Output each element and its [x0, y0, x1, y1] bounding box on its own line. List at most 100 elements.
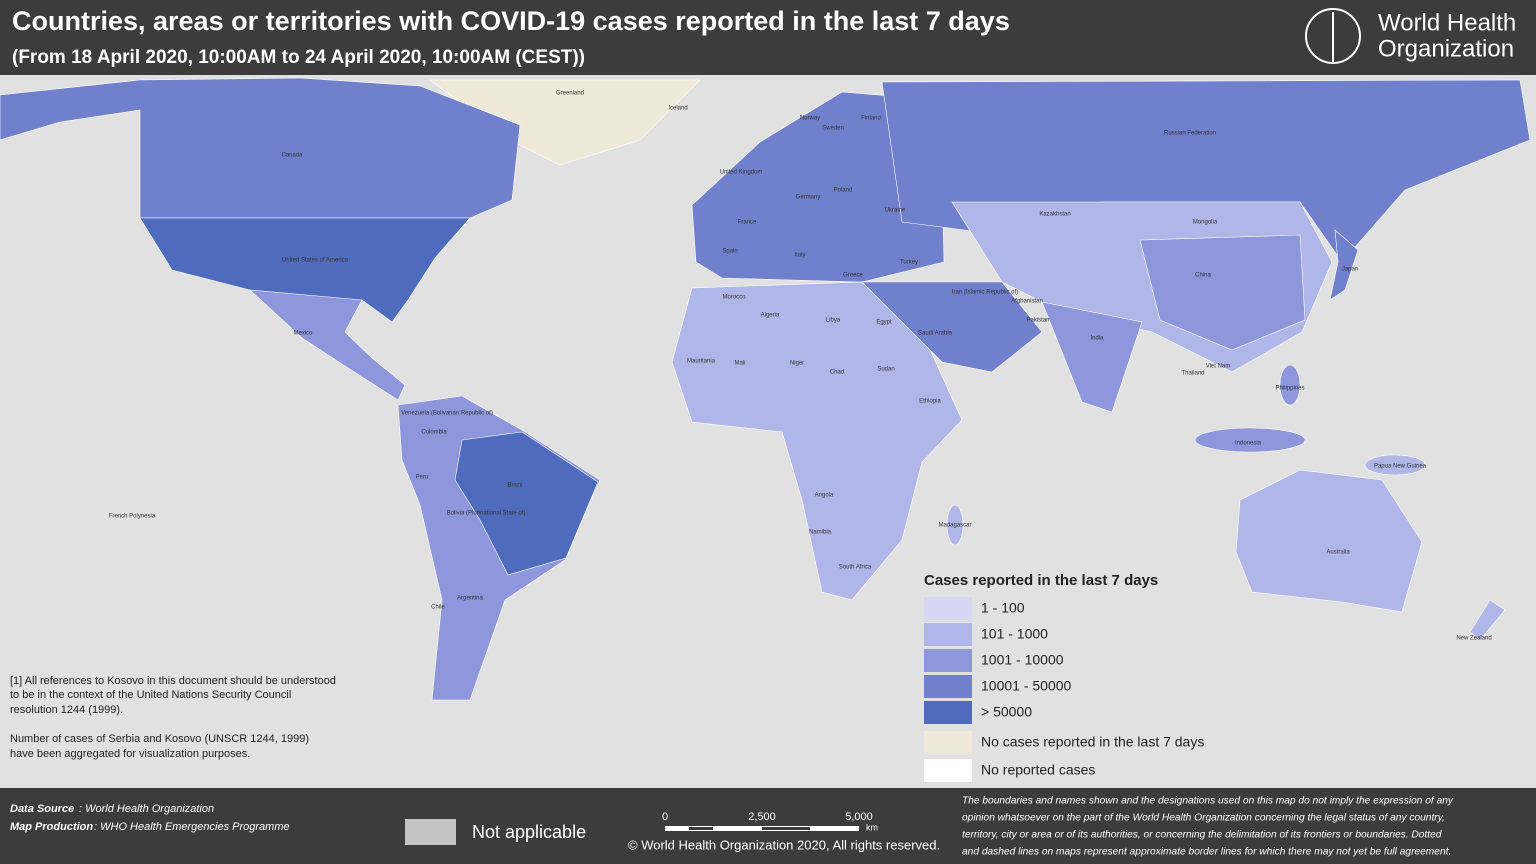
- scale-label: 0: [662, 811, 668, 823]
- note-line: to be in the context of the United Natio…: [10, 689, 291, 701]
- scale-bar-segment: [689, 827, 713, 830]
- legend-swatch: [924, 649, 972, 672]
- note-line: [1] All references to Kosovo in this doc…: [10, 675, 336, 687]
- legend-swatch: [924, 623, 972, 646]
- country-label: French Polynesia: [109, 514, 156, 520]
- country-label: Ukraine: [885, 208, 906, 214]
- disclaimer: The boundaries and names shown and the d…: [962, 796, 1454, 858]
- country-label: Mali: [734, 361, 745, 367]
- legend: 1 - 100 101 - 1000 1001 - 10000 10001 - 500…: [924, 597, 1204, 782]
- country-label: Viet Nam: [1206, 364, 1231, 370]
- copyright: © World Health Organization 2020, All ri…: [628, 837, 940, 852]
- title: Countries, areas or territories with COV…: [12, 6, 1010, 36]
- country-label: Pakistan: [1026, 318, 1049, 324]
- country-label: United Kingdom: [720, 170, 763, 176]
- legend-swatch: [924, 597, 972, 620]
- legend-label: > 50000: [981, 704, 1032, 720]
- country-label: Libya: [826, 318, 841, 324]
- russia: [881, 79, 1531, 263]
- country-labels: Greenland Iceland Canada United States of A…: [109, 91, 1492, 642]
- usa: [139, 217, 471, 323]
- country-label: Finland: [861, 116, 881, 122]
- not-applicable-swatch: [405, 819, 456, 845]
- disclaimer-line: territory, city or area or of its author…: [962, 830, 1442, 841]
- mexico-central-america: [249, 289, 406, 401]
- new-zealand: [1469, 599, 1506, 641]
- india: [1041, 301, 1143, 413]
- country-label: Italy: [794, 253, 805, 259]
- disclaimer-line: opinion whatsoever on the part of the Wo…: [962, 813, 1445, 824]
- country-label: South Africa: [839, 565, 872, 571]
- disclaimer-line: The boundaries and names shown and the d…: [962, 796, 1454, 807]
- emblem-ring: [1305, 8, 1361, 64]
- note-line: Number of cases of Serbia and Kosovo (UN…: [10, 733, 309, 745]
- country-label: Madagascar: [938, 523, 971, 529]
- papua-new-guinea: [1364, 454, 1426, 476]
- country-label: Turkey: [900, 260, 918, 266]
- country-label: Mexico: [293, 331, 313, 337]
- note-line: have been aggregated for visualization p…: [10, 748, 250, 760]
- scale-bar-segment: [762, 827, 810, 830]
- data-source-label: Data Source: [10, 803, 74, 815]
- who-emblem: [1305, 8, 1361, 64]
- country-label: Niger: [790, 361, 804, 367]
- china: [1139, 234, 1306, 351]
- notes: [1] All references to Kosovo in this doc…: [10, 675, 336, 760]
- country-label: Saudi Arabia: [918, 331, 953, 337]
- country-label: Norway: [800, 116, 820, 122]
- country-label: New Zealand: [1456, 636, 1491, 642]
- country-label: Japan: [1342, 267, 1358, 273]
- country-label: Egypt: [876, 320, 892, 326]
- legend-label: 101 - 1000: [981, 626, 1048, 642]
- europe: [691, 91, 945, 283]
- country-label: Morocco: [722, 295, 746, 301]
- country-label: Argentina: [457, 596, 483, 602]
- country-label: Iran (Islamic Republic of): [952, 290, 1018, 296]
- country-label: Iceland: [668, 106, 687, 112]
- legend-label: No cases reported in the last 7 days: [981, 734, 1204, 750]
- country-label: Poland: [834, 188, 853, 194]
- country-label: Papua New Guinea: [1374, 464, 1427, 470]
- scale-unit: km: [866, 822, 878, 832]
- legend-title: Cases reported in the last 7 days: [924, 572, 1158, 589]
- legend-label: 10001 - 50000: [981, 678, 1072, 694]
- country-label: Sweden: [822, 126, 844, 132]
- scale-bar: [665, 826, 859, 831]
- country-label: Ethiopia: [919, 399, 941, 405]
- country-label: France: [738, 220, 757, 226]
- japan: [1329, 229, 1359, 301]
- note-line: resolution 1244 (1999).: [10, 704, 123, 716]
- not-applicable: Not applicable: [472, 822, 586, 842]
- header-bar: [0, 0, 1536, 75]
- legend-label: 1 - 100: [981, 600, 1025, 616]
- country-label: Australia: [1326, 550, 1350, 556]
- legend-label: 1001 - 10000: [981, 652, 1064, 668]
- country-label: Colombia: [421, 430, 447, 436]
- legend-swatch: [924, 731, 972, 754]
- indonesia: [1194, 427, 1306, 453]
- australia: [1235, 469, 1423, 613]
- country-label: Angola: [815, 493, 834, 499]
- country-label: Brazil: [507, 483, 522, 489]
- scale-label: 2,500: [748, 811, 776, 823]
- country-label: Kazakhstan: [1039, 212, 1070, 218]
- country-label: Greenland: [556, 91, 584, 97]
- country-label: United States of America: [282, 258, 349, 264]
- country-label: Thailand: [1181, 371, 1204, 377]
- country-label: Philippines: [1275, 386, 1304, 392]
- country-label: Chile: [431, 605, 445, 611]
- madagascar: [946, 504, 964, 546]
- country-label: Venezuela (Bolivarian Republic of): [401, 411, 493, 417]
- production-label: Map Production: [10, 821, 93, 833]
- legend-swatch: [924, 675, 972, 698]
- legend-swatch: [924, 759, 972, 782]
- legend-label: No reported cases: [981, 762, 1095, 778]
- disclaimer-line: and dashed lines on maps represent appro…: [962, 847, 1451, 858]
- data-source: : World Health Organization: [79, 803, 214, 815]
- legend-swatch: [924, 701, 972, 724]
- country-label: Sudan: [877, 367, 894, 373]
- country-label: Chad: [830, 370, 844, 376]
- country-label: Russian Federation: [1164, 131, 1216, 137]
- canada: [0, 77, 521, 219]
